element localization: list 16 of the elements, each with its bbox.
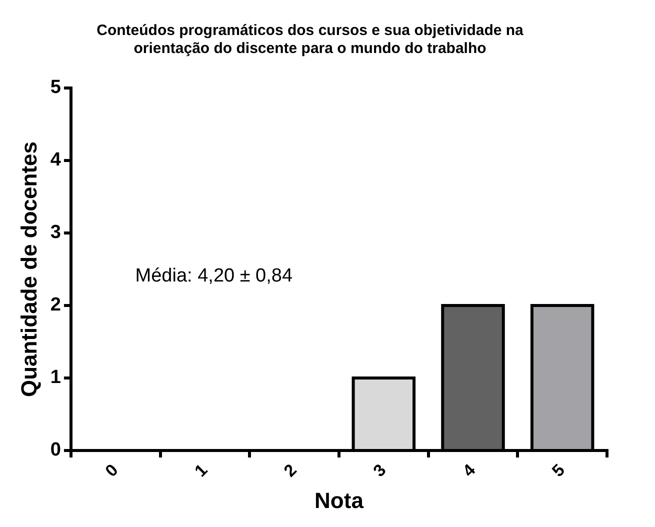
y-axis-title: Quantidade de docentes xyxy=(16,141,42,397)
annotation: Média: 4,20 ± 0,84 xyxy=(135,266,293,287)
y-tick-label: 4 xyxy=(50,150,62,171)
x-tick-label: 0 xyxy=(102,460,122,481)
x-tick-label: 2 xyxy=(280,460,300,481)
x-tick-label: 3 xyxy=(370,460,390,481)
y-tick-label: 1 xyxy=(50,367,62,388)
x-tick-label: 5 xyxy=(548,460,568,481)
chart-title: Conteúdos programáticos dos cursos e sua objetividade na orientação do discente para o mundo do trabalho xyxy=(96,22,524,58)
x-axis-title: Nota xyxy=(314,488,364,513)
x-tick-label: 1 xyxy=(190,460,212,481)
x-tick-label: 4 xyxy=(459,460,480,481)
y-tick-label: 2 xyxy=(50,294,61,316)
y-tick-label: 5 xyxy=(50,77,62,98)
y-tick-label: 0 xyxy=(50,440,61,461)
y-tick-label: 3 xyxy=(50,222,61,244)
